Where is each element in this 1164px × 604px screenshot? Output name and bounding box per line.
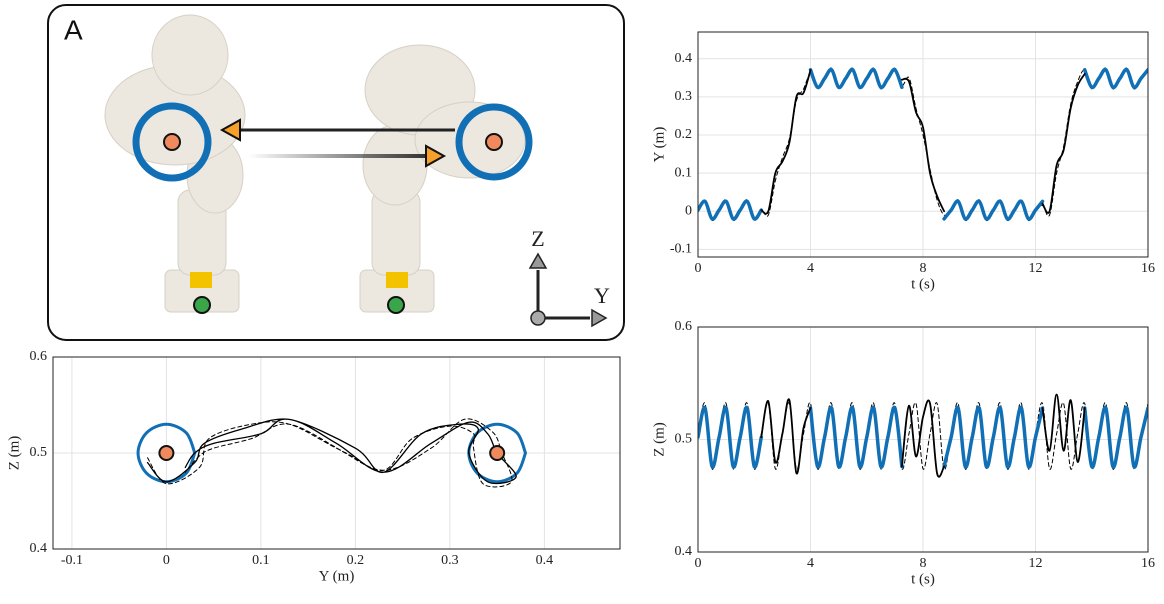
- panel-label: A: [64, 14, 83, 45]
- y-tick-label: 0.4: [675, 544, 693, 559]
- x-tick-label: 8: [920, 556, 927, 571]
- series-line: [760, 393, 1086, 478]
- robot-right: [359, 44, 526, 313]
- axis-glyph: Z: [531, 226, 544, 251]
- x-tick-label: 0.2: [347, 553, 365, 568]
- axis-arrow-head: [591, 308, 608, 328]
- chart: 0 4 8 12 16-0.100.10.20.30.4t (s)Y (m): [651, 31, 1155, 292]
- x-tick-label: 4: [807, 261, 814, 276]
- y-tick-label: -0.1: [670, 242, 692, 257]
- series-line: [698, 67, 1148, 222]
- x-tick-label: 16: [1141, 556, 1155, 571]
- axis-glyph: Y: [594, 283, 610, 308]
- series-line: [146, 418, 517, 485]
- y-tick-label: 0.4: [675, 51, 693, 66]
- y-tick-label: 0.6: [675, 319, 693, 334]
- arrow: [248, 154, 426, 158]
- axis-arrow-head: [528, 252, 548, 269]
- y-tick-label: 0: [685, 203, 692, 218]
- arrow-head: [425, 144, 447, 168]
- x-tick-label: 0: [163, 553, 170, 568]
- chart: -0.1 0 0.1 0.2 0.3 0.4 0.4 0.5 0.6 Y (m) Z (m): [6, 349, 621, 584]
- series-line: [760, 69, 1086, 215]
- x-tick-label: 12: [1029, 261, 1043, 276]
- x-tick-label: 0.1: [252, 553, 270, 568]
- arrow-head: [219, 118, 241, 142]
- x-tick-label: 16: [1141, 261, 1155, 276]
- series-line: [698, 405, 1148, 469]
- base-point: [387, 296, 405, 314]
- axis-origin: [530, 310, 546, 326]
- y-tick-label: 0.3: [675, 89, 693, 104]
- x-tick-label: 0: [695, 261, 702, 276]
- y-tick-label: 0.5: [30, 445, 48, 460]
- plot-frame: [697, 326, 1149, 553]
- x-tick-label: 0.3: [441, 553, 459, 568]
- x-axis-label: Y (m): [319, 568, 355, 584]
- end-effector: [485, 133, 503, 151]
- y-tick-label: 0.4: [30, 541, 48, 556]
- x-tick-label: 0: [695, 556, 702, 571]
- x-tick-label: 0.4: [536, 553, 554, 568]
- series-line: [698, 67, 1148, 221]
- plot-frame: [697, 31, 1149, 258]
- point: [489, 445, 506, 461]
- target-ring: [132, 102, 212, 182]
- panel-a: Z Y: [47, 4, 625, 341]
- point: [158, 445, 175, 461]
- x-tick-label: 4: [807, 556, 814, 571]
- target-ring: [455, 103, 533, 181]
- y-tick-label: 0.5: [675, 432, 693, 447]
- end-effector: [163, 133, 181, 151]
- plot-frame: [52, 356, 621, 550]
- series-line: [136, 422, 197, 484]
- base-point: [193, 296, 211, 314]
- plots: -0.1 0 0.1 0.2 0.3 0.40.40.50.6Y (m)Z (m)0 4 8 1…: [6, 31, 1155, 587]
- y-tick-label: 0.6: [30, 349, 48, 364]
- chart: 0 4 8 12 16 0.4 0.5 0.6 t (s) Z (m): [651, 319, 1155, 587]
- x-axis-label: t (s): [911, 276, 935, 292]
- y-tick-label: 0.2: [675, 127, 693, 142]
- y-axis-label: Z (m): [651, 422, 667, 457]
- y-axis-label: Z (m): [6, 436, 22, 471]
- x-tick-label: 12: [1029, 556, 1043, 571]
- x-tick-label: -0.1: [61, 553, 83, 568]
- series-line: [147, 418, 513, 488]
- x-axis-label: t (s): [911, 571, 935, 587]
- y-axis-label: Y (m): [651, 127, 667, 163]
- x-tick-label: 8: [920, 261, 927, 276]
- y-tick-label: 0.1: [675, 165, 693, 180]
